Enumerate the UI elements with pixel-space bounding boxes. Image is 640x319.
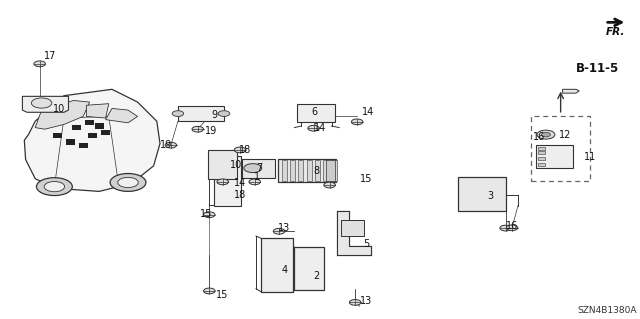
Text: 12: 12	[559, 130, 571, 140]
FancyBboxPatch shape	[297, 104, 335, 122]
Bar	[72, 125, 81, 130]
FancyBboxPatch shape	[341, 220, 364, 236]
Text: 16: 16	[532, 132, 545, 142]
Circle shape	[172, 111, 184, 116]
FancyBboxPatch shape	[214, 156, 241, 206]
Bar	[85, 120, 94, 125]
FancyBboxPatch shape	[178, 106, 224, 121]
Text: 9: 9	[211, 110, 218, 121]
Bar	[53, 133, 62, 138]
Text: 7: 7	[256, 163, 262, 174]
Polygon shape	[337, 211, 371, 255]
Text: 11: 11	[584, 152, 596, 162]
Circle shape	[44, 182, 65, 192]
Circle shape	[349, 300, 361, 305]
Text: 15: 15	[216, 290, 228, 300]
Circle shape	[273, 228, 285, 234]
Circle shape	[192, 126, 204, 132]
FancyBboxPatch shape	[261, 238, 293, 292]
Text: 15: 15	[360, 174, 372, 184]
FancyBboxPatch shape	[538, 151, 545, 154]
Polygon shape	[22, 96, 68, 112]
FancyBboxPatch shape	[538, 157, 545, 160]
Bar	[95, 123, 104, 129]
FancyBboxPatch shape	[242, 159, 275, 178]
Circle shape	[204, 212, 215, 218]
Text: 5: 5	[364, 239, 370, 249]
Circle shape	[110, 174, 146, 191]
FancyBboxPatch shape	[290, 160, 295, 181]
FancyBboxPatch shape	[208, 150, 237, 179]
FancyBboxPatch shape	[282, 160, 287, 181]
Bar	[66, 139, 75, 145]
Polygon shape	[35, 100, 90, 129]
Bar	[79, 143, 88, 148]
Polygon shape	[106, 108, 138, 123]
Text: 14: 14	[362, 107, 374, 117]
Text: 19: 19	[205, 126, 217, 136]
Text: 18: 18	[234, 189, 246, 200]
FancyBboxPatch shape	[307, 160, 312, 181]
Text: 13: 13	[360, 296, 372, 307]
Circle shape	[31, 98, 52, 108]
Text: 2: 2	[314, 271, 320, 281]
Circle shape	[204, 288, 215, 294]
Text: FR.: FR.	[605, 27, 625, 37]
Text: B-11-5: B-11-5	[576, 62, 620, 75]
Circle shape	[541, 132, 550, 137]
Circle shape	[218, 111, 230, 116]
Circle shape	[234, 147, 246, 153]
Circle shape	[500, 225, 511, 231]
FancyBboxPatch shape	[298, 160, 303, 181]
Text: 18: 18	[239, 145, 251, 155]
Circle shape	[34, 61, 45, 67]
Text: 8: 8	[314, 166, 320, 176]
Circle shape	[217, 179, 228, 185]
Polygon shape	[24, 89, 160, 191]
Bar	[88, 133, 97, 138]
FancyBboxPatch shape	[538, 147, 545, 150]
Text: 3: 3	[488, 191, 494, 201]
Polygon shape	[86, 104, 109, 118]
Text: SZN4B1380A: SZN4B1380A	[577, 306, 637, 315]
Text: 10: 10	[52, 104, 65, 114]
Circle shape	[506, 225, 518, 231]
Text: 1: 1	[254, 172, 260, 182]
Circle shape	[244, 164, 262, 173]
Text: 6: 6	[311, 107, 317, 117]
Text: 14: 14	[314, 122, 326, 133]
FancyBboxPatch shape	[538, 163, 545, 166]
Text: 17: 17	[44, 51, 56, 61]
Circle shape	[165, 142, 177, 148]
Text: 13: 13	[278, 223, 291, 233]
FancyBboxPatch shape	[332, 160, 337, 181]
FancyBboxPatch shape	[536, 145, 573, 168]
Circle shape	[118, 177, 138, 188]
Text: 15: 15	[200, 209, 212, 219]
FancyBboxPatch shape	[278, 159, 336, 182]
Bar	[101, 130, 110, 135]
Circle shape	[249, 179, 260, 185]
Circle shape	[537, 130, 555, 139]
Circle shape	[36, 178, 72, 196]
Text: 14: 14	[234, 178, 246, 189]
Text: 4: 4	[282, 264, 288, 275]
FancyBboxPatch shape	[323, 160, 328, 181]
Circle shape	[351, 119, 363, 125]
FancyBboxPatch shape	[326, 160, 335, 181]
Circle shape	[308, 125, 319, 131]
FancyBboxPatch shape	[294, 247, 324, 290]
Text: 16: 16	[506, 221, 518, 232]
FancyBboxPatch shape	[458, 177, 506, 211]
Polygon shape	[563, 89, 579, 93]
Text: 19: 19	[160, 140, 172, 150]
Text: 10: 10	[230, 160, 243, 170]
Circle shape	[324, 182, 335, 188]
FancyBboxPatch shape	[315, 160, 320, 181]
